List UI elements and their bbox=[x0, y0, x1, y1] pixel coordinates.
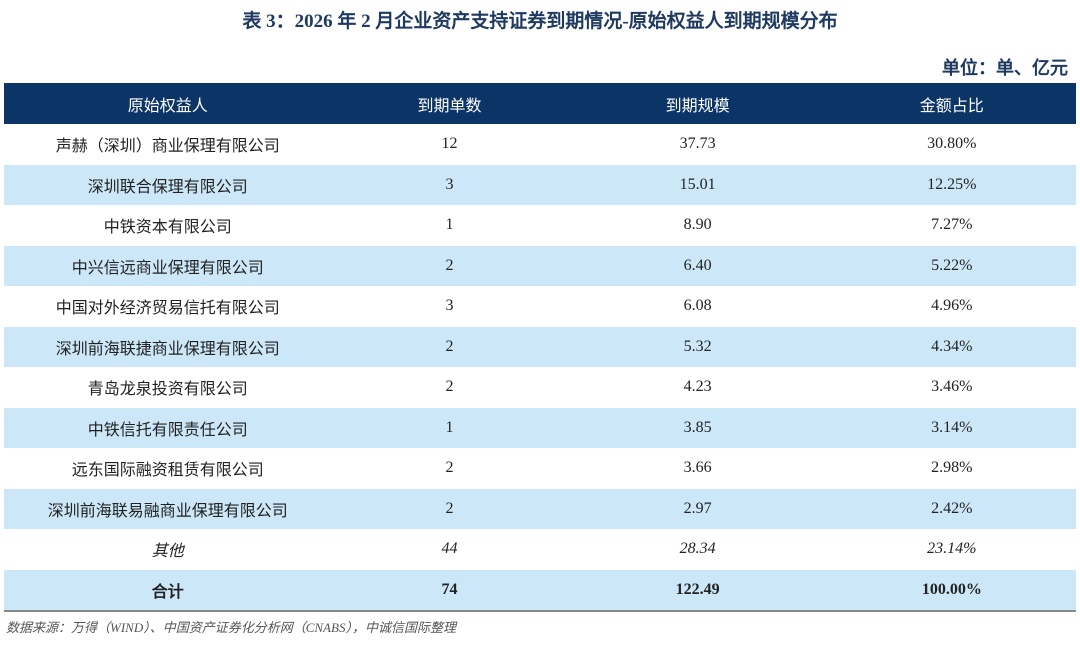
cell-originator: 青岛龙泉投资有限公司 bbox=[87, 381, 248, 399]
table-row: 声赫（深圳）商业保理有限公司 12 37.73 30.80% bbox=[4, 124, 1076, 165]
cell-share: 4.96% bbox=[931, 297, 973, 315]
cell-count: 3 bbox=[445, 297, 454, 315]
table-row: 中兴信远商业保理有限公司 2 6.40 5.22% bbox=[4, 245, 1076, 286]
cell-originator: 合计 bbox=[4, 569, 332, 612]
cell-share: 4.34% bbox=[827, 326, 1076, 367]
cell-count: 44 bbox=[441, 540, 458, 558]
cell-originator: 深圳前海联易融商业保理有限公司 bbox=[4, 488, 332, 529]
cell-count: 2 bbox=[331, 245, 568, 286]
table-row: 中铁资本有限公司 1 8.90 7.27% bbox=[4, 205, 1076, 246]
table-row: 深圳前海联易融商业保理有限公司 2 2.97 2.42% bbox=[4, 488, 1076, 529]
table-row: 深圳前海联捷商业保理有限公司 2 5.32 4.34% bbox=[4, 326, 1076, 367]
cell-count: 1 bbox=[445, 216, 454, 234]
cell-share: 2.42% bbox=[827, 488, 1076, 529]
maturity-table: 原始权益人 到期单数 到期规模 金额占比 声赫（深圳）商业保理有限公司 12 37.… bbox=[4, 83, 1076, 612]
cell-scale: 37.73 bbox=[679, 135, 716, 153]
cell-count: 2 bbox=[331, 488, 568, 529]
cell-count: 12 bbox=[441, 135, 458, 153]
cell-scale: 2.97 bbox=[567, 488, 828, 529]
cell-originator: 中铁信托有限责任公司 bbox=[4, 407, 332, 448]
cell-originator: 中兴信远商业保理有限公司 bbox=[4, 245, 332, 286]
table-row: 远东国际融资租赁有限公司 2 3.66 2.98% bbox=[4, 448, 1076, 489]
table-title: 表 3：2026 年 2 月企业资产支持证券到期情况-原始权益人到期规模分布 bbox=[242, 11, 838, 32]
total-row: 合计 74 122.49 100.00% bbox=[4, 569, 1076, 612]
cell-scale: 6.40 bbox=[567, 245, 828, 286]
other-row: 其他 44 28.34 23.14% bbox=[4, 529, 1076, 570]
cell-scale: 122.49 bbox=[567, 569, 828, 612]
header-originator: 原始权益人 bbox=[4, 83, 332, 124]
cell-share: 100.00% bbox=[827, 569, 1076, 612]
cell-scale: 6.08 bbox=[683, 297, 712, 315]
cell-originator: 深圳前海联捷商业保理有限公司 bbox=[4, 326, 332, 367]
header-scale: 到期规模 bbox=[567, 83, 828, 124]
table-row: 深圳联合保理有限公司 3 15.01 12.25% bbox=[4, 164, 1076, 205]
cell-scale: 5.32 bbox=[567, 326, 828, 367]
cell-scale: 8.90 bbox=[683, 216, 712, 234]
cell-share: 7.27% bbox=[931, 216, 973, 234]
header-count: 到期单数 bbox=[331, 83, 568, 124]
cell-originator: 声赫（深圳）商业保理有限公司 bbox=[55, 138, 280, 156]
cell-originator: 中铁资本有限公司 bbox=[103, 219, 232, 237]
cell-count: 2 bbox=[331, 326, 568, 367]
cell-count: 1 bbox=[331, 407, 568, 448]
cell-scale: 28.34 bbox=[679, 540, 716, 558]
cell-scale: 3.66 bbox=[683, 459, 712, 477]
cell-share: 3.46% bbox=[931, 378, 973, 396]
cell-share: 30.80% bbox=[927, 135, 977, 153]
header-row: 原始权益人 到期单数 到期规模 金额占比 bbox=[4, 83, 1076, 124]
cell-originator: 远东国际融资租赁有限公司 bbox=[71, 462, 264, 480]
cell-scale: 4.23 bbox=[683, 378, 712, 396]
cell-share: 12.25% bbox=[827, 164, 1076, 205]
cell-count: 74 bbox=[331, 569, 568, 612]
cell-scale: 3.85 bbox=[567, 407, 828, 448]
cell-count: 2 bbox=[445, 459, 454, 477]
cell-originator: 其他 bbox=[151, 543, 184, 561]
cell-share: 5.22% bbox=[827, 245, 1076, 286]
header-share: 金额占比 bbox=[827, 83, 1076, 124]
source-note: 数据来源：万得（WIND）、中国资产证券化分析网（CNABS），中诚信国际整理 bbox=[6, 620, 456, 635]
unit-label: 单位：单、亿元 bbox=[942, 58, 1068, 78]
table-row: 中国对外经济贸易信托有限公司 3 6.08 4.96% bbox=[4, 286, 1076, 327]
cell-share: 2.98% bbox=[931, 459, 973, 477]
cell-originator: 深圳联合保理有限公司 bbox=[4, 164, 332, 205]
cell-share: 23.14% bbox=[927, 540, 977, 558]
table-row: 中铁信托有限责任公司 1 3.85 3.14% bbox=[4, 407, 1076, 448]
cell-count: 2 bbox=[445, 378, 454, 396]
cell-count: 3 bbox=[331, 164, 568, 205]
cell-scale: 15.01 bbox=[567, 164, 828, 205]
cell-share: 3.14% bbox=[827, 407, 1076, 448]
cell-originator: 中国对外经济贸易信托有限公司 bbox=[55, 300, 280, 318]
table-row: 青岛龙泉投资有限公司 2 4.23 3.46% bbox=[4, 367, 1076, 408]
